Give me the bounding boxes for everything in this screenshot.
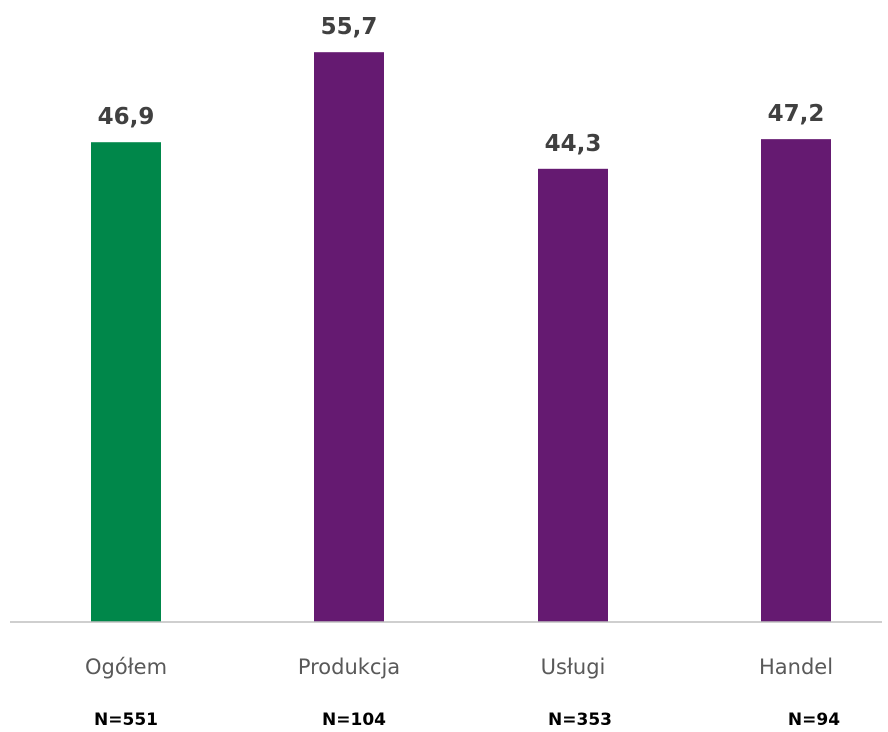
bars-group [91,52,831,623]
category-label-produkcja: Produkcja [298,655,400,679]
value-label-uslugi: 44,3 [545,131,602,157]
value-label-ogolem: 46,9 [98,104,155,130]
category-labels-group: Ogółem Produkcja Usługi Handel [85,655,833,679]
category-label-ogolem: Ogółem [85,655,167,679]
category-label-uslugi: Usługi [541,655,606,679]
sample-size-label-produkcja: N=104 [322,710,386,730]
value-label-produkcja: 55,7 [321,14,378,40]
bar-uslugi [538,168,608,622]
bar-handel [761,139,831,623]
sample-size-label-ogolem: N=551 [94,710,158,730]
sample-size-labels-group: N=551 N=104 N=353 N=94 [94,710,840,730]
category-label-handel: Handel [759,655,833,679]
sample-size-label-handel: N=94 [788,710,840,730]
bar-ogolem [91,142,161,622]
sample-size-label-uslugi: N=353 [548,710,612,730]
value-labels-group: 46,9 55,7 44,3 47,2 [98,14,825,157]
bar-produkcja [314,52,384,622]
value-label-handel: 47,2 [768,101,825,127]
